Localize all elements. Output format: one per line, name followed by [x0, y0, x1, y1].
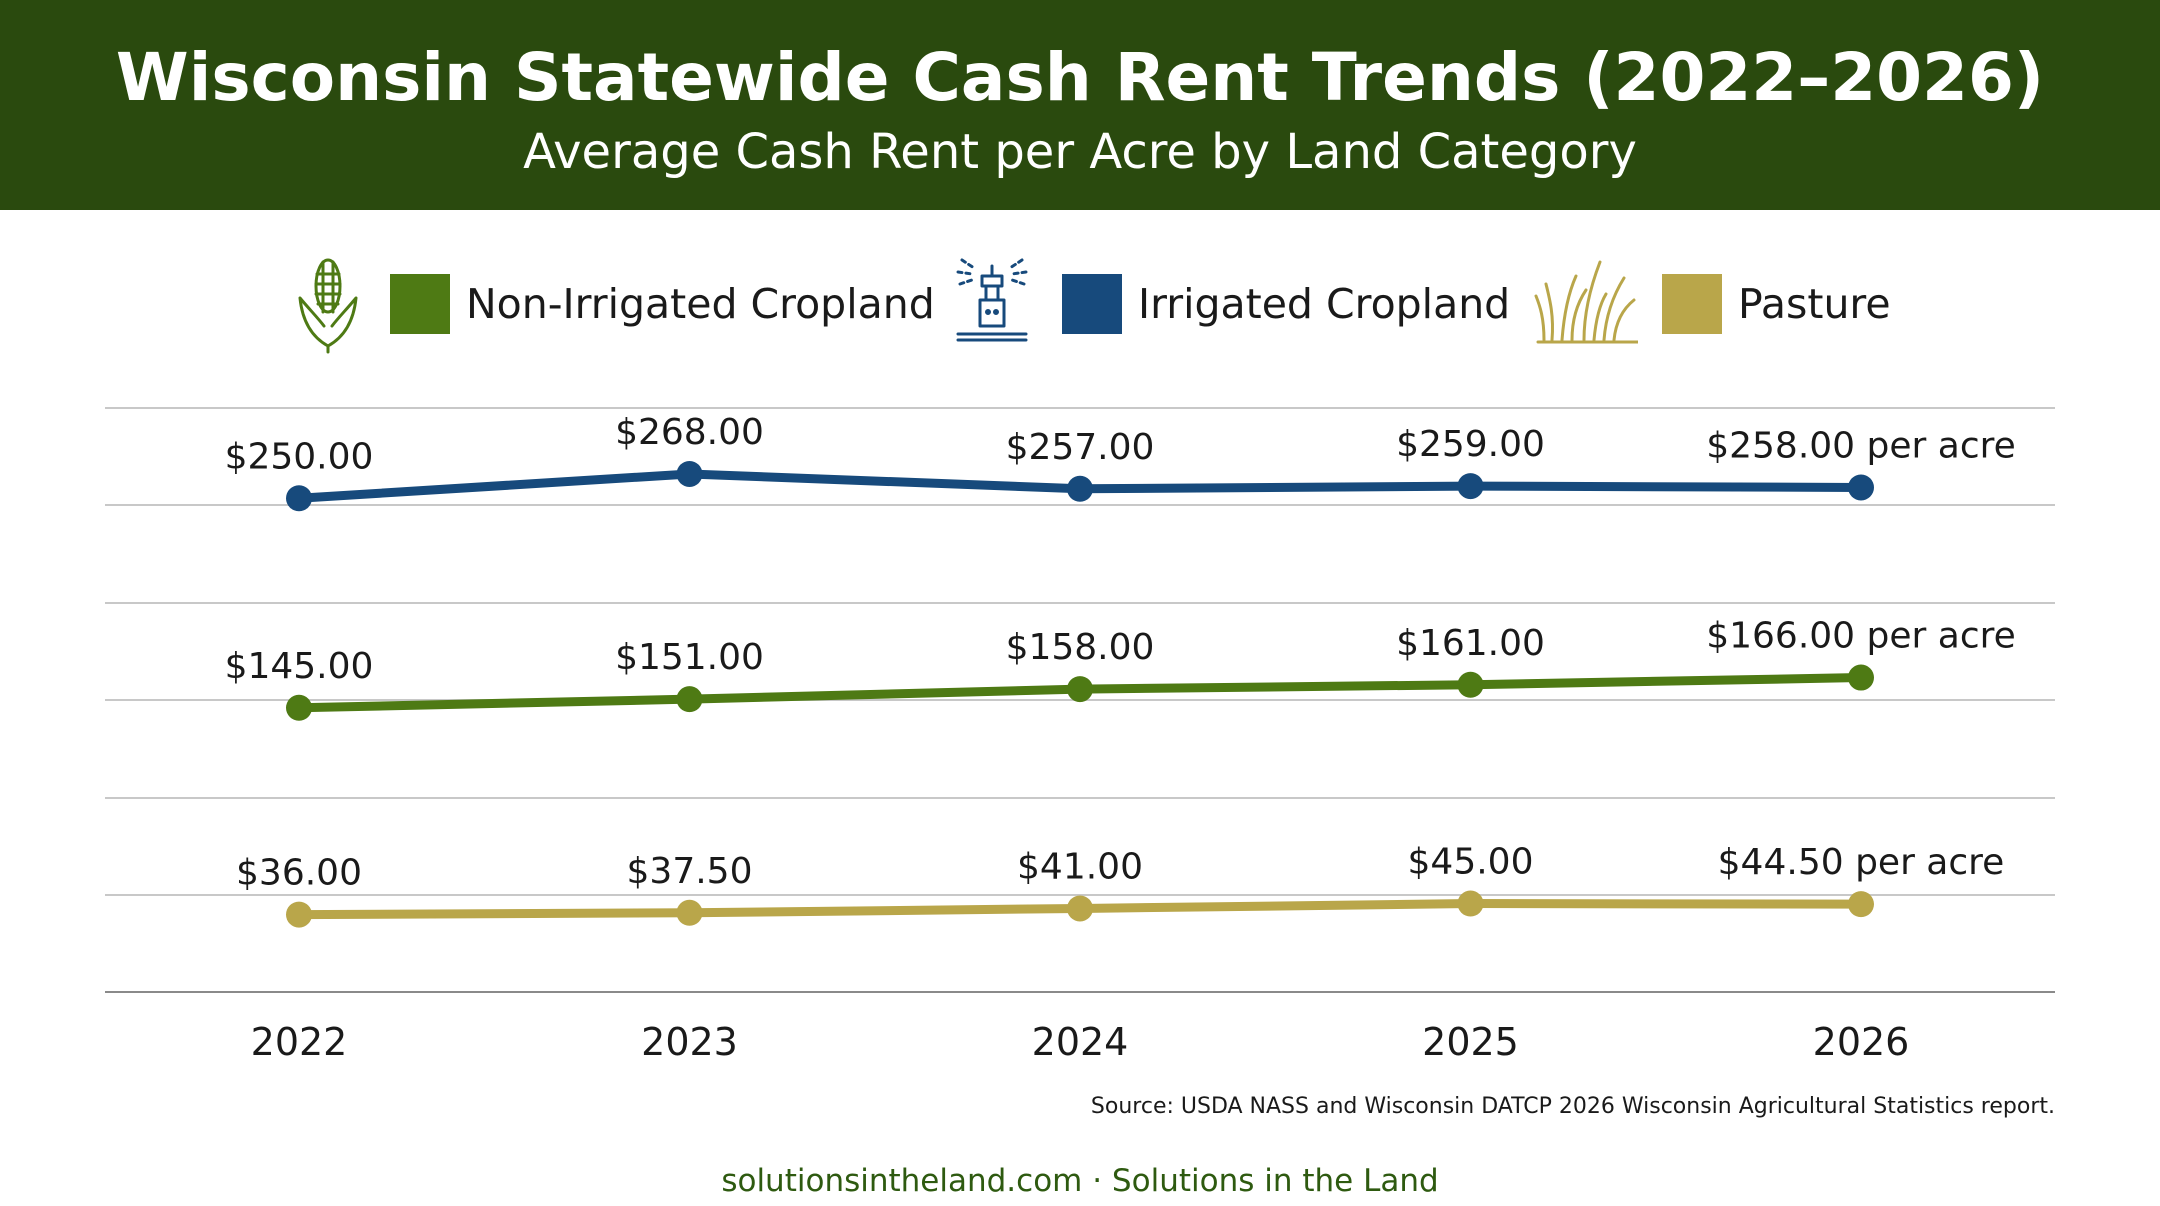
x-tick-label: 2022 [251, 1020, 348, 1064]
series-layer: $250.00 $268.00 $257.00 $259.00 $258.00 per … [225, 412, 2016, 928]
data-point [286, 485, 312, 512]
data-point [1457, 671, 1484, 698]
data-point [676, 899, 703, 926]
data-label: $259.00 [1396, 424, 1545, 465]
data-label: $145.00 [225, 646, 374, 687]
data-point [1067, 475, 1093, 502]
data-label: $45.00 [1408, 842, 1534, 883]
data-label: $257.00 [1006, 427, 1155, 468]
data-point [286, 694, 312, 721]
grass-icon [1534, 260, 1638, 344]
data-label: $158.00 [1006, 627, 1155, 668]
header-banner: Wisconsin Statewide Cash Rent Trends (20… [0, 0, 2160, 210]
data-label: $258.00 per acre [1706, 425, 2016, 466]
corn-icon [298, 258, 358, 354]
x-tick-label: 2025 [1422, 1020, 1519, 1064]
data-point [286, 901, 312, 928]
data-point [676, 686, 703, 713]
data-point [1067, 676, 1093, 703]
data-point [1848, 664, 1874, 691]
data-label: $166.00 per acre [1706, 616, 2016, 657]
data-label: $250.00 [225, 436, 374, 477]
legend-swatch-pasture [1662, 274, 1722, 334]
legend-swatch-non-irrigated [390, 274, 450, 334]
legend-label-irrigated: Irrigated Cropland [1138, 280, 1511, 328]
data-point [1457, 890, 1484, 917]
legend-label-pasture: Pasture [1738, 280, 1891, 328]
data-label: $151.00 [615, 637, 764, 678]
series-pasture: $36.00 $37.50 $41.00 $45.00 $44.50 per acre [236, 842, 2004, 928]
data-label: $268.00 [615, 412, 764, 453]
legend-swatch-irrigated [1062, 274, 1122, 334]
sprinkler-icon [956, 258, 1028, 342]
x-tick-label: 2023 [641, 1020, 738, 1064]
data-point [1848, 474, 1874, 501]
data-point [1457, 473, 1484, 500]
x-tick-label: 2024 [1032, 1020, 1129, 1064]
data-label: $36.00 [236, 853, 362, 894]
footer-credit: solutionsintheland.com · Solutions in th… [721, 1163, 1439, 1199]
x-axis: 2022 2023 2024 2025 2026 [251, 1020, 1910, 1064]
series-irrigated-cropland: $250.00 $268.00 $257.00 $259.00 $258.00 per … [225, 412, 2016, 512]
data-label: $161.00 [1396, 623, 1545, 664]
series-non-irrigated-cropland: $145.00 $151.00 $158.00 $161.00 $166.00 per … [225, 616, 2016, 721]
data-label: $41.00 [1017, 846, 1143, 887]
data-point [676, 460, 703, 487]
source-note: Source: USDA NASS and Wisconsin DATCP 20… [1090, 1094, 2055, 1119]
data-point [1067, 895, 1093, 922]
x-tick-label: 2026 [1813, 1020, 1910, 1064]
legend-label-non-irrigated: Non-Irrigated Cropland [466, 280, 935, 328]
data-label: $37.50 [627, 851, 753, 892]
chart-subtitle: Average Cash Rent per Acre by Land Categ… [523, 124, 1637, 180]
data-point [1848, 891, 1874, 918]
data-label: $44.50 per acre [1718, 842, 2005, 883]
chart-title: Wisconsin Statewide Cash Rent Trends (20… [115, 39, 2045, 116]
